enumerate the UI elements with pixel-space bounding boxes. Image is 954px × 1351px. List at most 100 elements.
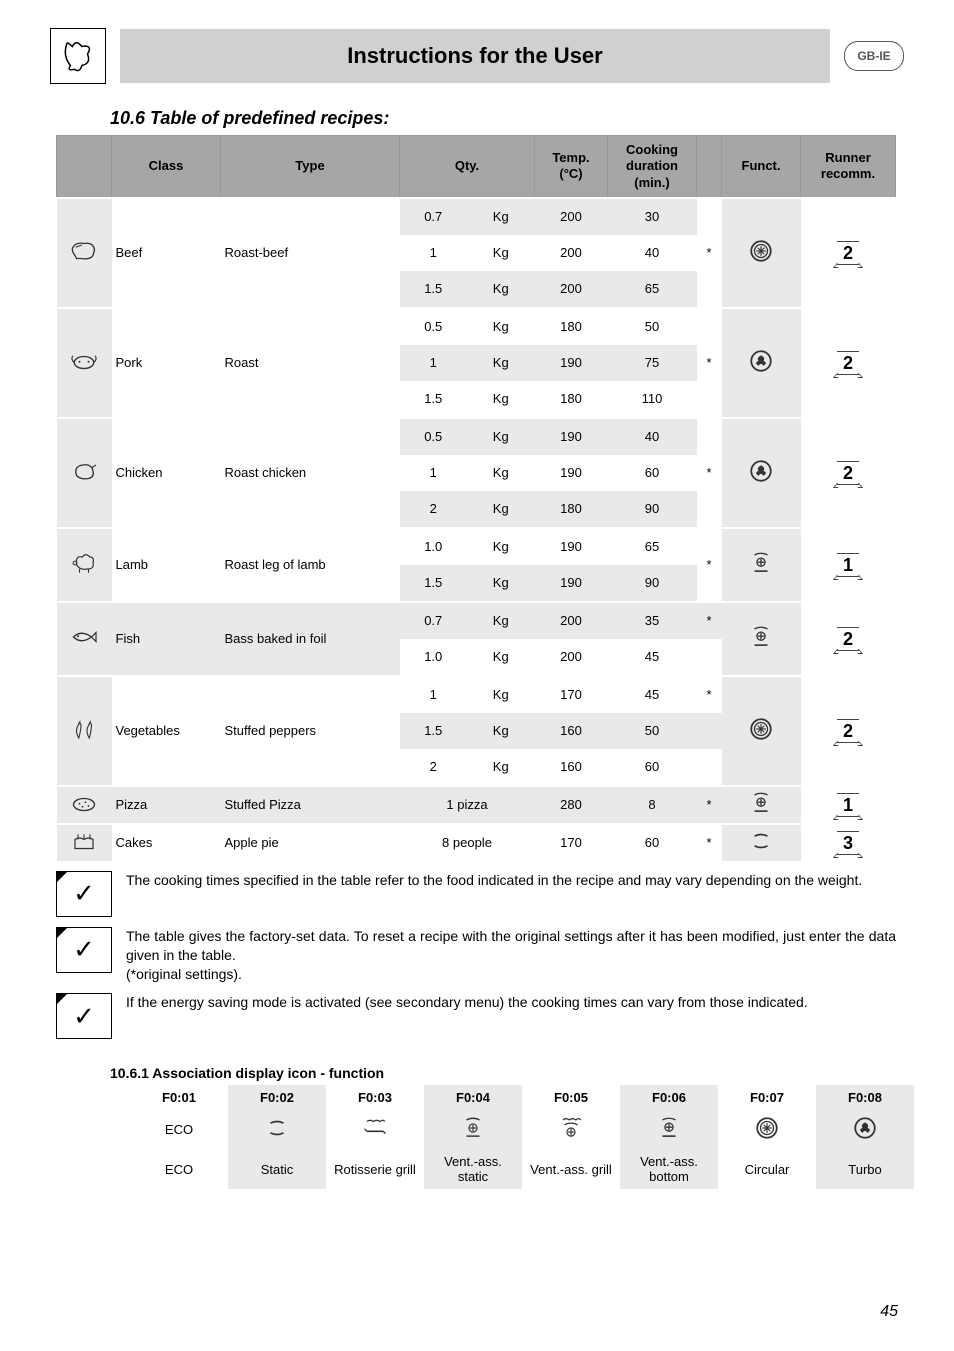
- cell: 0.5: [400, 308, 468, 345]
- cell: *: [697, 786, 722, 824]
- cell: 1.0: [400, 639, 468, 676]
- pork-type: Roast: [221, 308, 400, 418]
- lamb-icon: [57, 528, 112, 602]
- row-pork-1: Pork Roast 0.5 Kg 180 50 * 2: [57, 308, 896, 345]
- page-title: Instructions for the User: [120, 29, 830, 83]
- note-1: ✓ The cooking times specified in the tab…: [56, 871, 896, 917]
- cell: 190: [535, 418, 608, 455]
- row-chicken-1: Chicken Roast chicken 0.5 Kg 190 40 * 2: [57, 418, 896, 455]
- cell: Kg: [467, 418, 535, 455]
- note-icon: ✓: [56, 871, 112, 917]
- cell: Kg: [467, 565, 535, 602]
- note-icon: ✓: [56, 927, 112, 973]
- chicken-runner: 2: [801, 418, 896, 528]
- cell: 35: [608, 602, 697, 639]
- cell: 200: [535, 271, 608, 308]
- lamb-funct-icon: [722, 528, 801, 602]
- note-2: ✓ The table gives the factory-set data. …: [56, 927, 896, 984]
- cell: 1.5: [400, 713, 468, 749]
- pizza-icon: [57, 786, 112, 824]
- cell: 60: [608, 824, 697, 861]
- cell: 8: [608, 786, 697, 824]
- cell: *: [697, 198, 722, 308]
- beef-funct-icon: [722, 198, 801, 308]
- pork-runner: 2: [801, 308, 896, 418]
- cell: 180: [535, 308, 608, 345]
- cakes-icon: [57, 824, 112, 861]
- note-text: The cooking times specified in the table…: [126, 871, 862, 890]
- cell: 1 pizza: [400, 786, 535, 824]
- cell: *: [697, 676, 722, 713]
- col-runner: Runner recomm.: [801, 136, 896, 198]
- cell: 0.7: [400, 602, 468, 639]
- veg-icon: [57, 676, 112, 786]
- lamb-type: Roast leg of lamb: [221, 528, 400, 602]
- assoc-label-row: ECO Static Rotisserie grill Vent.-ass. s…: [130, 1149, 914, 1189]
- cell: Kg: [467, 198, 535, 235]
- beef-class: Beef: [112, 198, 221, 308]
- chicken-type: Roast chicken: [221, 418, 400, 528]
- cell: 160: [535, 749, 608, 786]
- cell: 180: [535, 491, 608, 528]
- recipe-header-row: Class Type Qty. Temp. (°C) Cooking durat…: [57, 136, 896, 198]
- cell: 160: [535, 713, 608, 749]
- cell: 30: [608, 198, 697, 235]
- cell: 1: [400, 345, 468, 381]
- cell: *: [697, 528, 722, 602]
- assoc-vent-static-icon: [424, 1110, 522, 1149]
- cell: F0:01: [130, 1085, 228, 1110]
- cell: 90: [608, 565, 697, 602]
- note-text: The table gives the factory-set data. To…: [126, 927, 896, 984]
- cell: Kg: [467, 271, 535, 308]
- cell: 200: [535, 602, 608, 639]
- pizza-type: Stuffed Pizza: [221, 786, 400, 824]
- cell: Rotisserie grill: [326, 1149, 424, 1189]
- cell: 190: [535, 455, 608, 491]
- cell: 170: [535, 676, 608, 713]
- note-3: ✓ If the energy saving mode is activated…: [56, 993, 896, 1039]
- assoc-table: F0:01 F0:02 F0:03 F0:04 F0:05 F0:06 F0:0…: [130, 1085, 914, 1189]
- cell: Kg: [467, 455, 535, 491]
- cell: Kg: [467, 602, 535, 639]
- assoc-vent-grill-icon: [522, 1110, 620, 1149]
- page-number: 45: [880, 1303, 898, 1321]
- cell: [697, 749, 722, 786]
- col-class: Class: [112, 136, 221, 198]
- fish-funct-icon: [722, 602, 801, 676]
- cell: *: [697, 418, 722, 528]
- cell: 2: [400, 749, 468, 786]
- assoc-icon-row: ECO: [130, 1110, 914, 1149]
- fish-runner: 2: [801, 602, 896, 676]
- cell: 0.7: [400, 198, 468, 235]
- cell: 45: [608, 639, 697, 676]
- cell: 170: [535, 824, 608, 861]
- cell: [697, 639, 722, 676]
- row-fish-1: Fish Bass baked in foil 0.7 Kg 200 35 * …: [57, 602, 896, 639]
- lamb-runner: 1: [801, 528, 896, 602]
- cell: Kg: [467, 308, 535, 345]
- row-lamb-1: Lamb Roast leg of lamb 1.0 Kg 190 65 * 1: [57, 528, 896, 565]
- brand-icon: [50, 28, 106, 84]
- pizza-class: Pizza: [112, 786, 221, 824]
- cell: 50: [608, 713, 697, 749]
- col-qty: Qty.: [400, 136, 535, 198]
- pizza-runner: 1: [801, 786, 896, 824]
- note-icon: ✓: [56, 993, 112, 1039]
- cell: 8 people: [400, 824, 535, 861]
- cakes-funct-icon: [722, 824, 801, 861]
- assoc-rotisserie-icon: [326, 1110, 424, 1149]
- cell: F0:07: [718, 1085, 816, 1110]
- cell: F0:03: [326, 1085, 424, 1110]
- row-beef-1: Beef Roast-beef 0.7 Kg 200 30 * 2: [57, 198, 896, 235]
- lamb-class: Lamb: [112, 528, 221, 602]
- col-funct: Funct.: [722, 136, 801, 198]
- cell: Turbo: [816, 1149, 914, 1189]
- pork-class: Pork: [112, 308, 221, 418]
- cell: Kg: [467, 235, 535, 271]
- cell: 1.5: [400, 381, 468, 418]
- cell: 65: [608, 271, 697, 308]
- cell: 200: [535, 198, 608, 235]
- cell: Vent.-ass. bottom: [620, 1149, 718, 1189]
- cell: ECO: [130, 1110, 228, 1149]
- cell: 1.0: [400, 528, 468, 565]
